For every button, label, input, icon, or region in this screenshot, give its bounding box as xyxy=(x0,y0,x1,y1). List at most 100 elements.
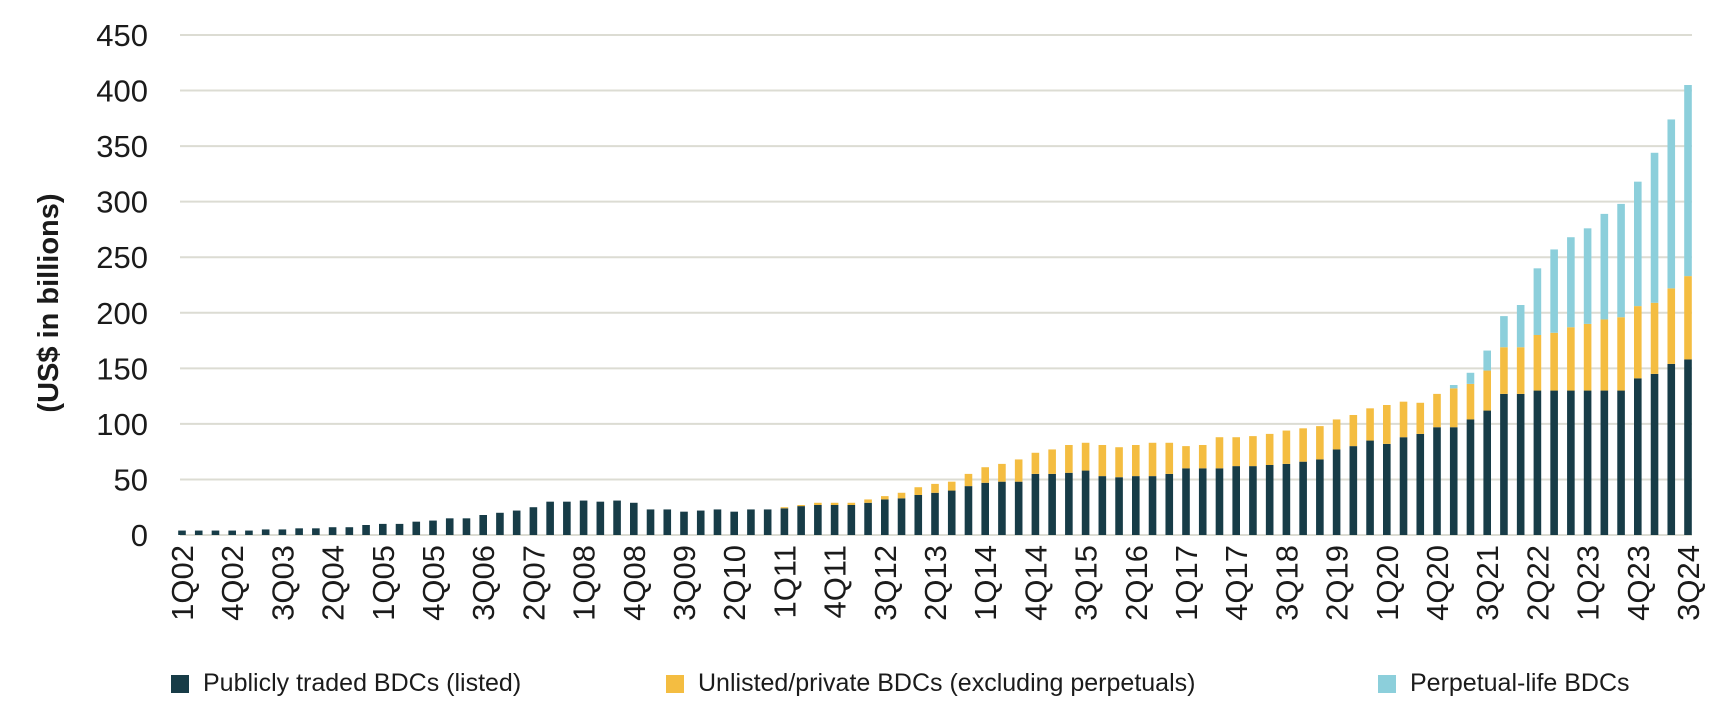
bar-3Q11-series-0 xyxy=(814,505,822,535)
bar-4Q19-series-0 xyxy=(1366,440,1374,535)
bar-1Q14-series-0 xyxy=(981,482,989,535)
bar-1Q11-series-1 xyxy=(780,507,789,509)
bar-1Q10-series-0 xyxy=(713,509,722,535)
x-tick-label-4Q11: 4Q11 xyxy=(818,545,853,619)
bar-3Q11-series-1 xyxy=(814,502,822,505)
bar-2Q24-series-1 xyxy=(1667,288,1676,364)
bar-2Q18-series-0 xyxy=(1265,465,1274,535)
bar-3Q20-series-0 xyxy=(1416,433,1425,535)
bar-4Q18-series-1 xyxy=(1299,428,1307,462)
bar-1Q12-series-1 xyxy=(847,502,856,505)
bar-3Q18-series-1 xyxy=(1282,430,1291,464)
bar-3Q15-series-0 xyxy=(1081,470,1090,535)
x-tick-label-2Q04: 2Q04 xyxy=(316,545,351,621)
bar-4Q14-series-1 xyxy=(1031,452,1040,474)
bar-1Q16-series-0 xyxy=(1115,477,1123,535)
bar-4Q20-series-0 xyxy=(1433,427,1441,535)
bar-4Q13-series-0 xyxy=(964,486,973,535)
bar-1Q11-series-0 xyxy=(780,508,789,535)
bars xyxy=(178,85,1692,535)
bar-3Q21-series-0 xyxy=(1483,410,1491,535)
bar-3Q08-series-0 xyxy=(613,500,621,535)
bar-1Q12-series-0 xyxy=(847,505,856,535)
bar-4Q21-series-2 xyxy=(1500,316,1508,348)
bar-1Q19-series-0 xyxy=(1316,459,1324,535)
bar-4Q06-series-0 xyxy=(496,512,504,535)
bar-3Q19-series-0 xyxy=(1349,446,1358,535)
bar-2Q17-series-1 xyxy=(1198,445,1207,469)
bar-1Q17-series-1 xyxy=(1182,446,1190,469)
bar-4Q10-series-0 xyxy=(763,509,772,535)
bar-1Q23-series-2 xyxy=(1583,228,1592,324)
bar-3Q22-series-2 xyxy=(1550,249,1558,333)
bar-4Q17-series-0 xyxy=(1232,466,1240,535)
bar-4Q22-series-1 xyxy=(1567,327,1575,391)
x-tick-label-4Q23: 4Q23 xyxy=(1621,545,1656,621)
bar-2Q17-series-0 xyxy=(1198,468,1207,535)
y-tick-label-300: 300 xyxy=(96,185,148,220)
stacked-bar-chart: 0 50 100 150 200 250 300 350 400 450 1Q02 4Q02 3Q03… xyxy=(33,18,1706,621)
bar-2Q16-series-1 xyxy=(1132,445,1140,477)
legend-item-unlisted: Unlisted/private BDCs (excluding perpetu… xyxy=(666,669,1195,698)
bar-1Q05-series-0 xyxy=(379,523,387,535)
bar-2Q02-series-0 xyxy=(194,530,203,535)
bar-2Q15-series-0 xyxy=(1065,472,1073,535)
bar-3Q13-series-0 xyxy=(947,490,956,535)
bar-2Q19-series-1 xyxy=(1332,419,1341,450)
bar-3Q24-series-0 xyxy=(1684,359,1692,535)
bar-3Q23-series-1 xyxy=(1617,317,1625,391)
bar-4Q03-series-0 xyxy=(295,528,303,535)
bar-4Q22-series-0 xyxy=(1567,390,1575,535)
bar-2Q09-series-0 xyxy=(663,509,672,535)
bar-3Q20-series-1 xyxy=(1416,402,1425,434)
legend-swatch-perpetual xyxy=(1378,674,1396,693)
y-tick-label-0: 0 xyxy=(131,518,148,553)
x-tick-label-2Q19: 2Q19 xyxy=(1320,545,1355,621)
bar-3Q24-series-1 xyxy=(1684,276,1692,360)
x-tick-label-4Q08: 4Q08 xyxy=(617,545,652,621)
bar-1Q24-series-2 xyxy=(1650,152,1659,303)
x-tick-label-2Q16: 2Q16 xyxy=(1119,545,1154,621)
bar-1Q20-series-0 xyxy=(1383,443,1391,535)
bar-2Q21-series-0 xyxy=(1466,419,1475,535)
bar-1Q18-series-1 xyxy=(1249,436,1257,467)
x-tick-label-2Q13: 2Q13 xyxy=(918,545,953,621)
legend-item-listed: Publicly traded BDCs (listed) xyxy=(171,669,521,698)
bar-1Q09-series-0 xyxy=(646,509,655,535)
bar-3Q21-series-1 xyxy=(1483,370,1491,411)
bar-3Q19-series-1 xyxy=(1349,415,1358,447)
bar-4Q16-series-0 xyxy=(1165,473,1174,535)
bar-3Q04-series-0 xyxy=(345,527,354,535)
bar-2Q20-series-1 xyxy=(1399,401,1408,438)
bar-2Q15-series-1 xyxy=(1065,445,1073,473)
bar-1Q21-series-0 xyxy=(1449,427,1458,535)
bar-3Q03-series-0 xyxy=(278,529,287,535)
bar-3Q02-series-0 xyxy=(211,530,220,535)
bar-1Q04-series-0 xyxy=(312,528,320,535)
bar-2Q23-series-0 xyxy=(1600,390,1609,535)
bar-2Q08-series-0 xyxy=(596,501,605,535)
bar-2Q13-series-0 xyxy=(931,492,939,535)
legend-label-perpetual: Perpetual-life BDCs xyxy=(1410,669,1630,697)
bar-2Q22-series-0 xyxy=(1533,390,1542,535)
y-axis-label: (US$ in billions) xyxy=(33,193,65,412)
bar-3Q12-series-1 xyxy=(881,496,889,500)
bar-2Q23-series-2 xyxy=(1600,213,1609,320)
y-tick-label-50: 50 xyxy=(114,462,148,497)
bar-4Q02-series-0 xyxy=(228,530,236,535)
legend-label-unlisted: Unlisted/private BDCs (excluding perpetu… xyxy=(698,669,1196,697)
x-tick-label-4Q05: 4Q05 xyxy=(416,545,451,621)
bar-4Q16-series-1 xyxy=(1165,442,1174,474)
bar-3Q09-series-0 xyxy=(680,511,688,535)
grid-lines xyxy=(180,34,1692,536)
bar-2Q06-series-0 xyxy=(462,518,471,535)
bar-2Q13-series-1 xyxy=(931,483,939,493)
legend-item-perpetual: Perpetual-life BDCs xyxy=(1378,669,1630,698)
bar-3Q14-series-1 xyxy=(1014,459,1023,482)
x-tick-label-1Q20: 1Q20 xyxy=(1370,545,1405,621)
bar-3Q16-series-0 xyxy=(1148,476,1157,535)
bar-4Q15-series-0 xyxy=(1098,476,1107,535)
bar-2Q24-series-2 xyxy=(1667,119,1676,289)
x-tick-label-4Q02: 4Q02 xyxy=(215,545,250,621)
bar-2Q12-series-0 xyxy=(864,502,872,535)
